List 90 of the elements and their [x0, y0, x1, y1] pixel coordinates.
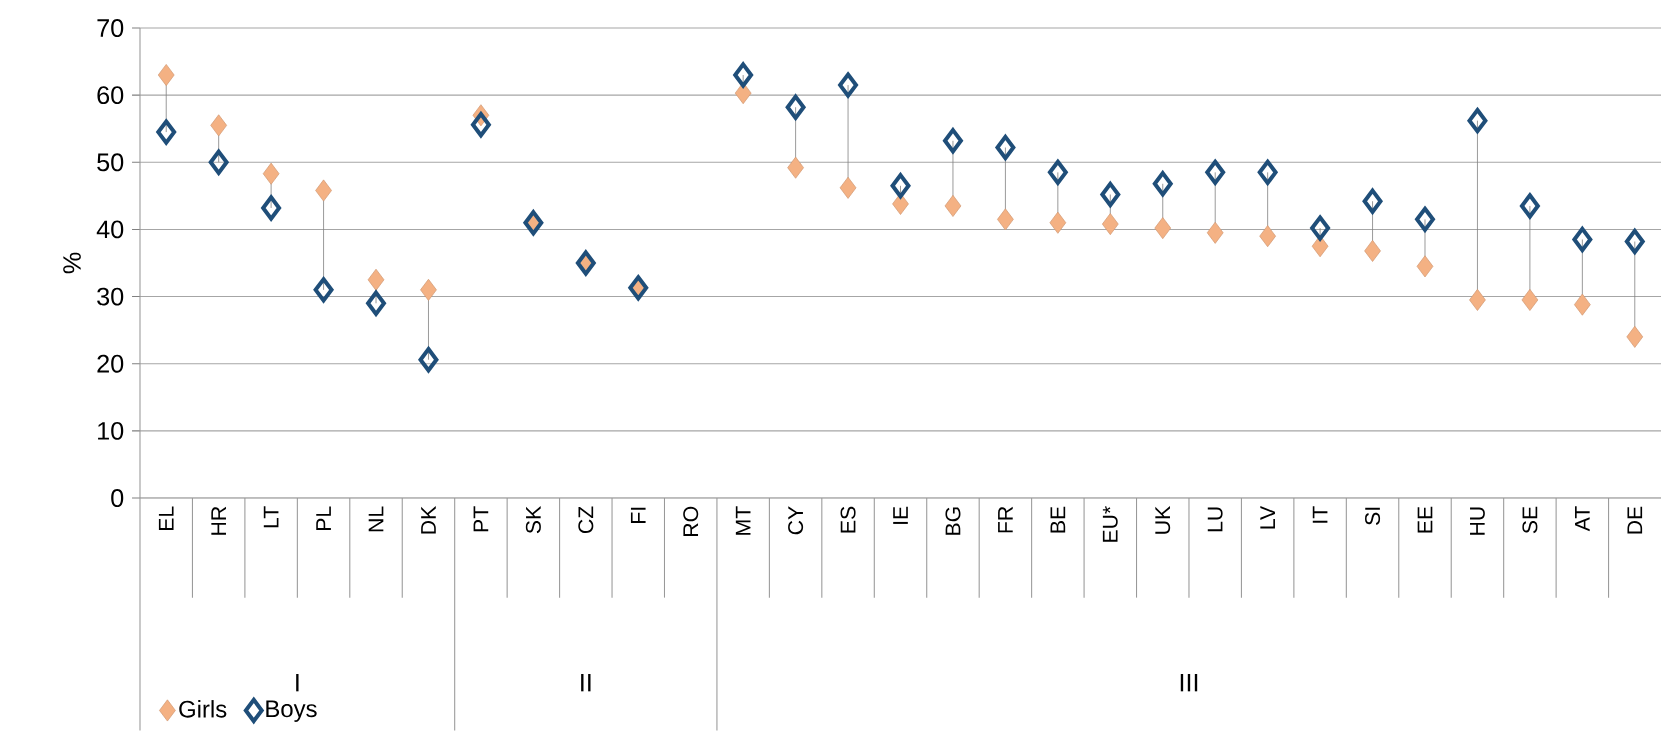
- point: [1626, 325, 1644, 348]
- x-tick-label: SK: [525, 506, 541, 534]
- x-tick-label: LU: [1207, 507, 1223, 532]
- point: [890, 173, 911, 199]
- point: [1469, 288, 1486, 311]
- point: [420, 278, 437, 301]
- point: [210, 114, 227, 137]
- x-tick-label: LT: [263, 506, 279, 528]
- x-tick-label: BG: [945, 507, 961, 535]
- y-tick-label: 40: [96, 220, 124, 239]
- point: [313, 277, 334, 303]
- point: [366, 290, 386, 316]
- y-tick-label: 50: [97, 153, 124, 172]
- legend-label: Girls: [179, 700, 227, 718]
- point: [1259, 225, 1276, 248]
- legend-label: Boys: [266, 700, 317, 722]
- x-tick-label: HR: [211, 506, 226, 535]
- point: [1624, 228, 1645, 255]
- point: [1572, 226, 1593, 253]
- x-tick-label: DE: [1627, 506, 1643, 534]
- point: [1154, 217, 1172, 240]
- y-tick-label: 0: [111, 489, 124, 507]
- point: [1206, 221, 1224, 244]
- x-tick-label: SE: [1522, 506, 1538, 534]
- x-tick-label: EE: [1417, 506, 1433, 533]
- x-tick-label: AT: [1575, 506, 1590, 532]
- point: [734, 82, 752, 105]
- text: III: [1180, 673, 1198, 692]
- point: [942, 128, 963, 154]
- point: [1467, 108, 1488, 134]
- point: [944, 194, 962, 217]
- y-tick-label: 60: [97, 86, 124, 105]
- x-tick-label: SI: [1365, 507, 1381, 525]
- point: [995, 134, 1016, 161]
- point: [157, 64, 175, 86]
- x-tick-label: FI: [630, 507, 646, 523]
- point: [787, 156, 804, 179]
- point: [1102, 213, 1119, 236]
- point: [838, 72, 859, 98]
- point: [1362, 188, 1383, 214]
- x-tick-label: BE: [1050, 506, 1066, 533]
- point: [1310, 215, 1331, 241]
- x-tick-label: DK: [421, 506, 436, 534]
- x-tick-label: CZ: [578, 506, 594, 534]
- x-tick-label: FR: [998, 506, 1013, 533]
- y-tick-label: 20: [97, 354, 124, 373]
- point: [1152, 171, 1173, 197]
- point: [1415, 206, 1435, 232]
- point: [785, 94, 806, 120]
- x-tick-label: UK: [1155, 506, 1171, 534]
- y-tick-label: 10: [98, 421, 124, 440]
- point: [1574, 293, 1591, 316]
- point: [1521, 288, 1539, 311]
- point: [418, 347, 439, 373]
- text: II: [581, 673, 591, 692]
- x-tick-label: PL: [316, 506, 331, 531]
- point: [733, 62, 754, 88]
- point: [262, 162, 280, 185]
- point: [1205, 159, 1226, 185]
- point: [156, 119, 177, 145]
- point: [997, 208, 1014, 231]
- x-tick-label: CY: [788, 506, 804, 535]
- x-tick-label: NL: [368, 506, 384, 532]
- x-tick-label: LV: [1260, 505, 1275, 529]
- point: [1257, 159, 1278, 185]
- point: [261, 195, 282, 221]
- point: [470, 112, 491, 138]
- point: [1100, 181, 1121, 208]
- y-tick-label: 30: [97, 287, 124, 306]
- point: [1049, 211, 1067, 234]
- point: [315, 179, 332, 202]
- y-tick-label: 70: [97, 19, 124, 37]
- point: [1416, 255, 1434, 278]
- point: [208, 149, 229, 175]
- x-tick-label: RO: [683, 506, 699, 536]
- x-tick-label: EU*: [1102, 506, 1118, 542]
- point: [367, 268, 385, 291]
- point: [839, 176, 857, 199]
- x-tick-label: HU: [1470, 507, 1485, 535]
- x-tick-label: MT: [735, 506, 751, 535]
- y-axis-title: %: [63, 252, 81, 274]
- x-tick-label: ES: [840, 506, 856, 533]
- x-tick-label: IE: [893, 506, 908, 524]
- x-tick-label: PT: [473, 506, 489, 532]
- point: [1519, 193, 1540, 219]
- x-tick-label: IT: [1312, 506, 1328, 523]
- point: [1047, 159, 1068, 185]
- text: I: [296, 673, 299, 692]
- point: [1364, 239, 1381, 262]
- x-tick-label: EL: [158, 506, 174, 531]
